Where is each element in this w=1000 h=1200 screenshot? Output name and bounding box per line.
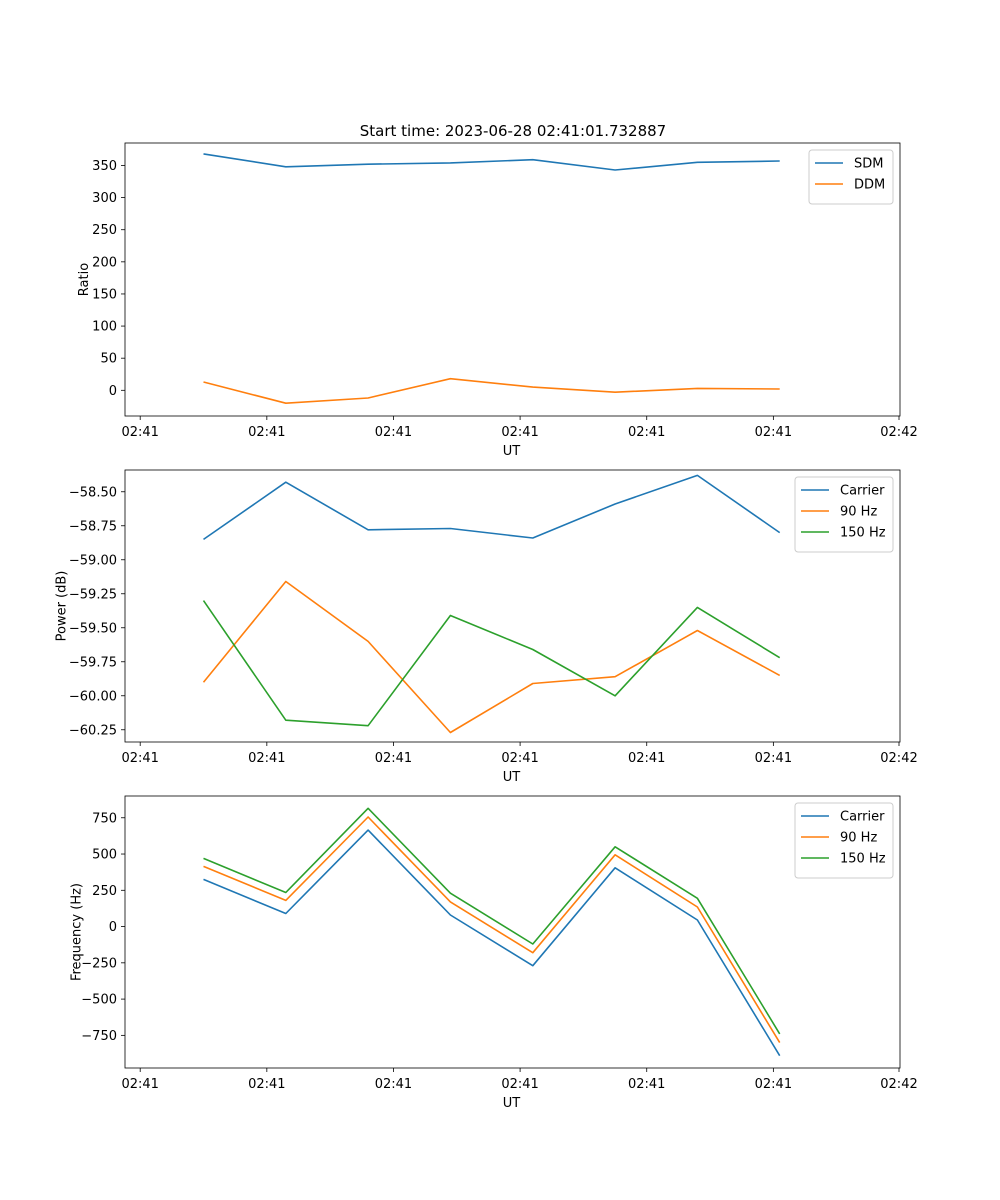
legend: Carrier 90 Hz 150 Hz — [794, 802, 894, 879]
chart-panel-3: −750 −500 −250 0 250 500 750 02:41 02:41 02:41 02:… — [70, 795, 918, 1111]
x-tick-label: 02:41 — [755, 1077, 792, 1092]
legend-label: 90 Hz — [840, 505, 877, 520]
y-tick-label: 250 — [92, 223, 117, 238]
y-tick-label: 250 — [92, 884, 117, 899]
legend-label: Carrier — [840, 810, 885, 825]
series-line-carrier — [203, 829, 781, 1057]
x-tick-label: 02:41 — [501, 425, 538, 440]
series-line-carrier — [203, 474, 781, 541]
series-line-sdm — [203, 153, 780, 171]
series-line-90-hz — [203, 816, 781, 1044]
y-axis-label: Ratio — [77, 263, 92, 296]
x-axis-label: UT — [503, 1096, 521, 1111]
y-axis-label: Power (dB) — [54, 571, 69, 642]
y-tick-label: −60.25 — [69, 723, 117, 738]
legend-label: 150 Hz — [840, 852, 886, 867]
y-tick-label: −58.50 — [69, 485, 117, 500]
y-tick-label: −250 — [81, 956, 117, 971]
legend-label: DDM — [854, 178, 885, 193]
y-tick-label: 50 — [100, 352, 117, 367]
y-tick-label: −59.00 — [69, 553, 117, 568]
x-tick-label: 02:41 — [375, 1077, 412, 1092]
y-tick-label: −750 — [81, 1029, 117, 1044]
x-tick-label: 02:41 — [501, 751, 538, 766]
series-line-150-hz — [202, 600, 781, 727]
x-tick-label: 02:41 — [375, 751, 412, 766]
x-axis-label: UT — [503, 444, 521, 459]
x-tick-label: 02:41 — [121, 751, 158, 766]
x-tick-label: 02:41 — [628, 1077, 665, 1092]
x-tick-label: 02:41 — [248, 751, 285, 766]
x-tick-label: 02:41 — [375, 425, 412, 440]
legend-label: 150 Hz — [840, 526, 886, 541]
y-tick-label: 100 — [92, 320, 117, 335]
x-tick-label: 02:41 — [755, 751, 792, 766]
y-tick-label: −58.75 — [69, 519, 117, 534]
legend: SDM DDM — [808, 149, 894, 205]
y-tick-label: −59.75 — [69, 655, 117, 670]
figure-title: Start time: 2023-06-28 02:41:01.732887 — [360, 122, 666, 140]
x-tick-label: 02:42 — [880, 751, 917, 766]
chart-panel-2: −60.25 −60.00 −59.75 −59.50 −59.25 −59.00 −58.… — [54, 469, 918, 785]
x-tick-label: 02:41 — [628, 751, 665, 766]
series-line-150-hz — [203, 807, 781, 1035]
series-line-ddm — [203, 377, 780, 405]
legend-label: Carrier — [840, 484, 885, 499]
x-tick-label: 02:41 — [248, 425, 285, 440]
axes-frame — [124, 142, 901, 417]
panels: 0 50 100 150 200 250 300 350 02:41 02:41 02:41 02:4… — [54, 142, 918, 1111]
legend-label: 90 Hz — [840, 831, 877, 846]
y-tick-label: 150 — [92, 287, 117, 302]
y-tick-label: −59.50 — [69, 621, 117, 636]
axes-frame — [124, 469, 901, 743]
x-axis-label: UT — [503, 770, 521, 785]
y-tick-label: −60.00 — [69, 689, 117, 704]
legend: Carrier 90 Hz 150 Hz — [794, 476, 894, 553]
x-tick-label: 02:42 — [880, 425, 917, 440]
y-tick-label: −500 — [81, 993, 117, 1008]
legend-box — [794, 476, 894, 553]
x-tick-label: 02:41 — [501, 1077, 538, 1092]
x-tick-label: 02:41 — [121, 1077, 158, 1092]
x-tick-label: 02:41 — [755, 425, 792, 440]
y-axis-label: Frequency (Hz) — [70, 883, 85, 981]
chart-panel-1: 0 50 100 150 200 250 300 350 02:41 02:41 02:41 02:4… — [77, 142, 918, 459]
y-tick-label: 300 — [92, 191, 117, 206]
x-tick-label: 02:42 — [880, 1077, 917, 1092]
x-tick-label: 02:41 — [248, 1077, 285, 1092]
y-tick-label: 350 — [92, 159, 117, 174]
y-tick-label: 750 — [92, 811, 117, 826]
y-tick-label: 500 — [92, 848, 117, 863]
x-tick-label: 02:41 — [121, 425, 158, 440]
x-tick-label: 02:41 — [628, 425, 665, 440]
y-tick-label: −59.25 — [69, 587, 117, 602]
y-tick-label: 0 — [109, 384, 117, 399]
y-tick-label: 200 — [92, 255, 117, 270]
legend-box — [794, 802, 894, 879]
y-tick-label: 0 — [109, 920, 117, 935]
series-line-90-hz — [202, 580, 781, 734]
axes-frame — [124, 795, 901, 1069]
legend-label: SDM — [854, 157, 883, 172]
